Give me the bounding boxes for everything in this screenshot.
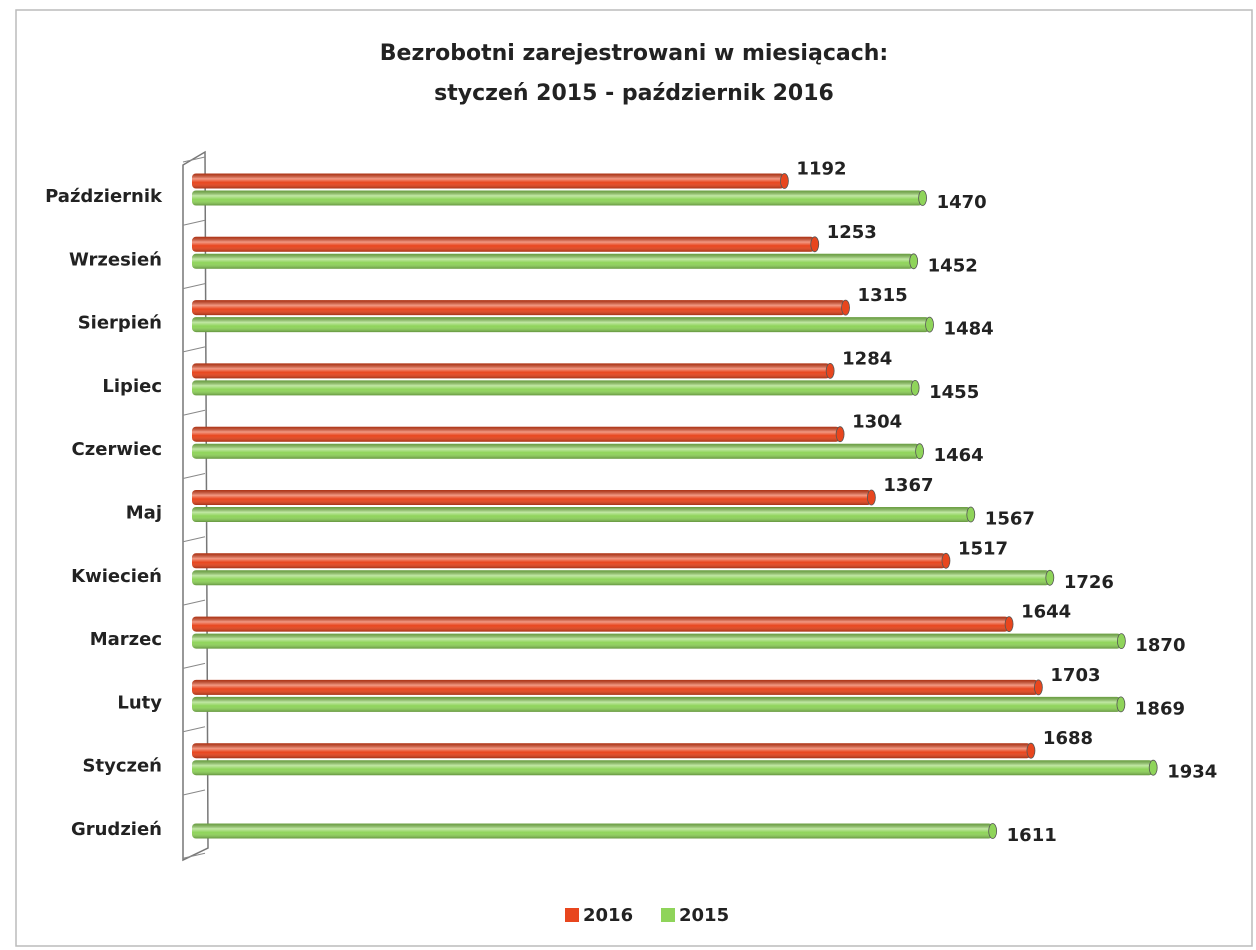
- data-label: 1284: [842, 348, 892, 369]
- data-label: 1869: [1135, 698, 1185, 719]
- axis-tick: [182, 662, 206, 669]
- data-label: 1517: [958, 538, 1008, 559]
- legend-swatch: [661, 908, 675, 922]
- bar-cap: [825, 362, 835, 379]
- bar-cap: [988, 823, 998, 839]
- bar-highlight: [192, 380, 916, 396]
- bar-highlight: [192, 363, 831, 379]
- axis-tick: [182, 409, 206, 416]
- legend-label: 2015: [679, 905, 729, 926]
- axis-tick: [182, 283, 206, 290]
- bar-cap: [915, 443, 925, 460]
- y-tick-label: Kwiecień: [71, 566, 162, 587]
- axis-tick: [182, 156, 206, 163]
- bar-highlight: [192, 679, 1039, 695]
- bar-highlight: [192, 696, 1121, 712]
- axis-tick: [182, 346, 206, 353]
- data-label: 1611: [1007, 825, 1057, 846]
- data-label: 1452: [928, 255, 978, 276]
- bar-cap: [1045, 569, 1055, 586]
- y-tick-label: Sierpień: [78, 313, 162, 334]
- y-tick-label: Maj: [126, 503, 162, 524]
- bar-highlight: [192, 190, 923, 206]
- axis-tick: [182, 536, 206, 543]
- bar-highlight: [192, 616, 1010, 632]
- data-label: 1870: [1135, 635, 1185, 656]
- bar-cap: [1033, 679, 1043, 696]
- bar-highlight: [192, 236, 815, 252]
- axis-tick: [182, 852, 206, 859]
- legend-label: 2016: [583, 905, 633, 926]
- bar-highlight: [192, 253, 914, 269]
- bar-cap: [810, 236, 820, 253]
- bar-highlight: [192, 317, 930, 333]
- axis-tick: [182, 599, 206, 606]
- y-tick-label: Październik: [45, 186, 163, 207]
- chart-title: Bezrobotni zarejestrowani w miesiącach:: [380, 41, 888, 66]
- data-label: 1464: [934, 445, 984, 466]
- axis-tick: [182, 219, 206, 226]
- data-label: 1726: [1064, 572, 1114, 593]
- legend-swatch: [565, 908, 579, 922]
- bar-highlight: [192, 743, 1031, 759]
- bar-highlight: [192, 443, 920, 459]
- axis-wall: [182, 150, 209, 862]
- data-label: 1192: [796, 159, 846, 180]
- y-tick-label: Styczeń: [83, 756, 162, 777]
- data-label: 1934: [1167, 762, 1217, 783]
- bar-cap: [1116, 633, 1126, 649]
- data-label: 1253: [827, 222, 877, 243]
- data-label: 1367: [883, 475, 933, 496]
- bar-cap: [866, 489, 876, 506]
- data-label: 1644: [1021, 602, 1071, 623]
- bar-cap: [1148, 759, 1158, 776]
- bar-cap: [941, 552, 951, 569]
- axis-tick: [182, 726, 206, 733]
- data-label: 1304: [852, 412, 902, 433]
- bar-cap: [780, 173, 789, 189]
- bar-cap: [841, 299, 850, 316]
- data-label: 1470: [937, 192, 987, 213]
- bar-cap: [910, 379, 920, 396]
- bar-highlight: [192, 490, 872, 505]
- bar-highlight: [192, 173, 785, 189]
- bar-highlight: [192, 426, 841, 442]
- bar-highlight: [192, 300, 846, 316]
- bar-cap: [925, 316, 934, 333]
- axis-tick: [182, 473, 206, 479]
- y-tick-label: Luty: [117, 692, 162, 713]
- bar-highlight: [192, 553, 946, 569]
- bar-cap: [1004, 616, 1014, 632]
- frame: [15, 9, 1253, 947]
- bar-cap: [918, 190, 927, 206]
- bar-cap: [1116, 696, 1126, 713]
- chart-title: styczeń 2015 - październik 2016: [434, 81, 834, 106]
- y-tick-label: Czerwiec: [72, 439, 162, 460]
- bar-highlight: [192, 760, 1154, 776]
- y-tick-label: Wrzesień: [69, 249, 162, 270]
- data-label: 1703: [1050, 665, 1100, 686]
- y-tick-label: Grudzień: [71, 819, 162, 840]
- y-tick-label: Lipiec: [102, 376, 162, 397]
- bar-highlight: [192, 507, 971, 522]
- bar-highlight: [192, 633, 1122, 649]
- bar-highlight: [192, 570, 1050, 586]
- y-tick-label: Marzec: [90, 629, 162, 650]
- bar-cap: [835, 426, 845, 443]
- bar-highlight: [192, 823, 993, 839]
- bar-cap: [966, 506, 976, 523]
- bar-cap: [1026, 742, 1036, 759]
- bar-cap: [909, 253, 919, 270]
- data-label: 1567: [985, 509, 1035, 530]
- data-label: 1455: [929, 382, 979, 403]
- data-label: 1315: [858, 285, 908, 306]
- data-label: 1688: [1043, 728, 1093, 749]
- axis-tick: [182, 789, 206, 796]
- data-label: 1484: [944, 319, 994, 340]
